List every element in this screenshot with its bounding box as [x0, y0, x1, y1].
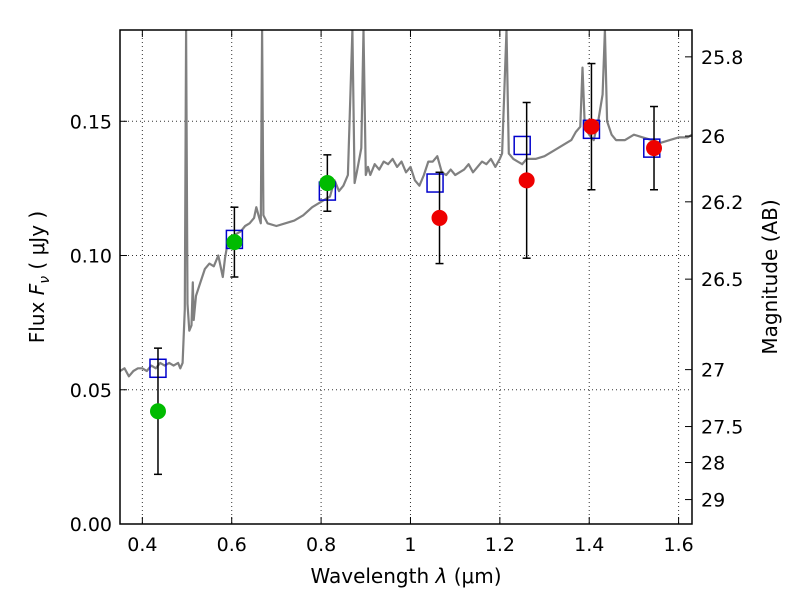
observed-point-group	[518, 101, 535, 259]
y2-tick-label: 27	[701, 360, 725, 382]
axis-ticks: 0.4 0.6 0.8 1 1.2 1.4 1.6 0.00 0.05 0.10 0.15 25.8 2…	[70, 30, 743, 556]
y2-tick-label: 28	[701, 453, 725, 475]
x-axis-title: Wavelength λ (μm)	[310, 564, 501, 588]
x-tick-label: 0.6	[217, 534, 247, 556]
model-spectrum-series	[120, 30, 692, 378]
model-photometry-series	[149, 119, 661, 379]
observed-point	[431, 209, 448, 226]
model-photometry-square	[513, 135, 531, 156]
x-tick-label: 1.2	[485, 534, 515, 556]
observed-point-group	[149, 347, 166, 476]
observed-point-group	[226, 206, 243, 278]
x-tick-label: 1.6	[663, 534, 693, 556]
y2-tick-label: 25.8	[701, 47, 743, 69]
observed-photometry-series	[149, 62, 663, 476]
y2-tick-label: 29	[701, 490, 725, 512]
y-tick-label: 0.15	[70, 111, 112, 133]
observed-point	[646, 140, 663, 157]
observed-point-group	[583, 62, 600, 191]
x-tick-label: 1.4	[574, 534, 604, 556]
observed-point-group	[646, 105, 663, 191]
y-tick-label: 0.10	[70, 246, 112, 268]
x-tick-label: 0.8	[306, 534, 336, 556]
observed-point	[149, 403, 166, 420]
y2-tick-label: 26	[701, 126, 725, 148]
y-axis-title: Flux Fν ( μJy )	[25, 211, 53, 343]
observed-point-group	[431, 171, 448, 265]
observed-point	[583, 118, 600, 135]
plot-frame	[119, 29, 693, 525]
y2-tick-label: 26.2	[701, 192, 743, 214]
observed-point-group	[319, 154, 336, 212]
observed-point	[319, 175, 336, 192]
y2-tick-label: 27.5	[701, 417, 743, 439]
x-tick-label: 0.4	[127, 534, 157, 556]
y-tick-label: 0.00	[70, 514, 112, 536]
y2-axis-title: Magnitude (AB)	[758, 199, 782, 354]
observed-point	[518, 172, 535, 189]
model-spectrum-line	[120, 30, 692, 378]
y2-tick-label: 26.5	[701, 269, 743, 291]
x-tick-label: 1	[404, 534, 416, 556]
y-tick-label: 0.05	[70, 380, 112, 402]
model-photometry-square	[426, 173, 444, 193]
observed-point	[226, 234, 243, 251]
